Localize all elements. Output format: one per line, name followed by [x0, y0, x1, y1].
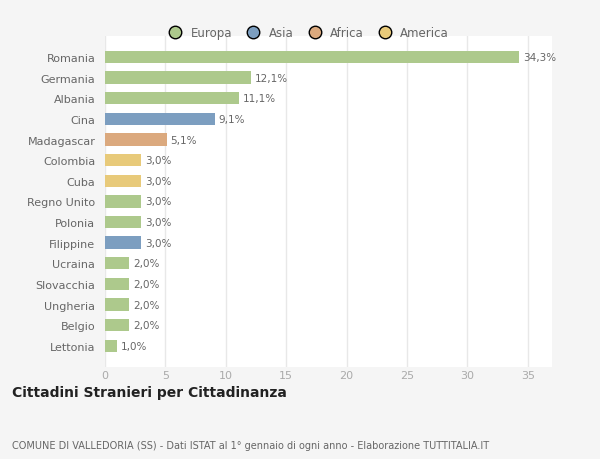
Text: 5,1%: 5,1%	[170, 135, 197, 145]
Bar	[105, 216, 141, 229]
Bar	[105, 319, 129, 331]
Bar	[105, 52, 520, 64]
Text: 34,3%: 34,3%	[523, 53, 556, 63]
Text: 1,0%: 1,0%	[121, 341, 147, 351]
Text: 3,0%: 3,0%	[145, 218, 171, 228]
Bar	[105, 134, 167, 146]
Text: 12,1%: 12,1%	[255, 73, 288, 84]
Bar	[105, 237, 141, 249]
Text: 2,0%: 2,0%	[133, 300, 159, 310]
Text: 11,1%: 11,1%	[243, 94, 276, 104]
Text: Cittadini Stranieri per Cittadinanza: Cittadini Stranieri per Cittadinanza	[12, 386, 287, 399]
Legend: Europa, Asia, Africa, America: Europa, Asia, Africa, America	[161, 24, 451, 42]
Text: 3,0%: 3,0%	[145, 197, 171, 207]
Text: COMUNE DI VALLEDORIA (SS) - Dati ISTAT al 1° gennaio di ogni anno - Elaborazione: COMUNE DI VALLEDORIA (SS) - Dati ISTAT a…	[12, 440, 489, 450]
Text: 2,0%: 2,0%	[133, 259, 159, 269]
Text: 3,0%: 3,0%	[145, 238, 171, 248]
Bar	[105, 278, 129, 291]
Text: 3,0%: 3,0%	[145, 176, 171, 186]
Bar	[105, 175, 141, 188]
Text: 2,0%: 2,0%	[133, 279, 159, 289]
Bar	[105, 340, 117, 352]
Bar	[105, 73, 251, 84]
Bar	[105, 155, 141, 167]
Text: 9,1%: 9,1%	[218, 115, 245, 125]
Bar	[105, 196, 141, 208]
Text: 2,0%: 2,0%	[133, 320, 159, 330]
Bar	[105, 299, 129, 311]
Bar	[105, 257, 129, 270]
Bar	[105, 93, 239, 105]
Text: 3,0%: 3,0%	[145, 156, 171, 166]
Bar	[105, 113, 215, 126]
